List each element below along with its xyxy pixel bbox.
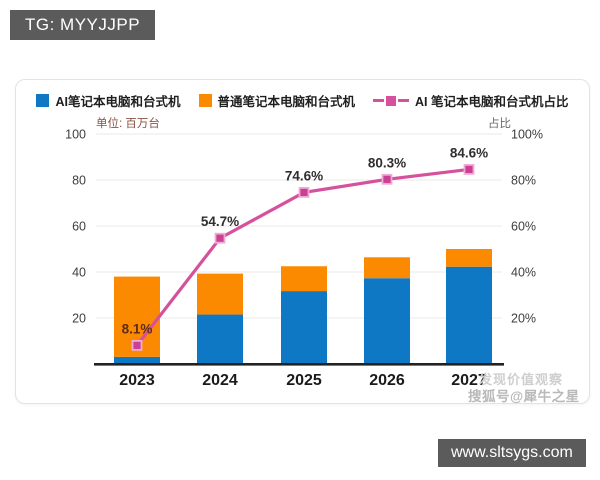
legend-swatch-regular-pc-icon [198,94,212,107]
line-marker [131,339,143,351]
watermark-line1: 发现价值观察 [479,372,564,387]
site-url-box: www.sltsygs.com [438,439,586,467]
data-label: 84.6% [450,145,488,160]
bar-regular-pc [446,249,492,267]
left-axis-tick: 80 [72,174,86,188]
left-axis-tick: 100 [65,128,86,142]
data-label: 8.1% [122,321,153,336]
right-axis-tick: 40% [511,266,536,280]
x-axis-label: 2026 [369,372,405,389]
legend-label-ai-pc: AI笔记本电脑和台式机 [55,95,181,109]
x-axis-label: 2023 [119,372,155,389]
line-marker [381,173,393,185]
legend-label-regular-pc: 普通笔记本电脑和台式机 [217,95,356,109]
x-axis-label: 2024 [202,372,238,389]
bar-ai-pc [114,356,160,364]
chart-card: AI笔记本电脑和台式机 普通笔记本电脑和台式机 AI 笔记本电脑和台式机占比 单… [15,79,590,404]
bar-ai-pc [446,266,492,364]
legend-swatch-ai-pc-icon [36,94,50,107]
legend-item-ai-pc: AI笔记本电脑和台式机 [36,91,181,110]
data-label: 80.3% [368,155,406,170]
line-marker [463,164,475,175]
legend-line-marker-icon [373,95,410,106]
line-marker [214,232,226,244]
legend-line-square-icon [386,95,397,106]
right-axis-tick: 20% [511,312,536,326]
chart-legend: AI笔记本电脑和台式机 普通笔记本电脑和台式机 AI 笔记本电脑和台式机占比 [16,91,589,110]
watermark-line2: 搜狐号@犀牛之星 [468,389,580,404]
data-label: 54.7% [201,214,239,229]
legend-item-regular-pc: 普通笔记本电脑和台式机 [198,91,356,110]
line-marker [298,187,310,198]
telegram-tag-box: TG: MYYJJPP [10,10,156,40]
left-axis-tick: 40 [72,266,86,280]
left-axis-tick: 20 [72,312,86,326]
left-axis-tick: 60 [72,220,86,234]
right-axis-title: 占比 [488,118,511,130]
data-label: 74.6% [285,168,323,183]
x-axis-line [94,363,504,366]
legend-item-ai-share: AI 笔记本电脑和台式机占比 [373,91,569,110]
x-axis-label: 2025 [286,372,322,389]
left-axis-title: 单位: 百万台 [96,118,160,130]
x-axis-label: 2027 [451,372,487,389]
right-axis-tick: 80% [511,174,536,188]
telegram-tag-label: TG: MYYJJPP [25,15,141,34]
combo-chart-plot: 100 100% 80 80% 60 60% 40 40% 20 20% 2023 2024 2025 2… [65,128,543,390]
bar-ai-pc [281,291,327,364]
right-axis-tick: 100% [511,128,543,142]
bar-regular-pc [197,273,243,315]
legend-line-dash-icon [373,99,385,102]
legend-line-dash-icon [398,99,410,102]
bar-regular-pc [364,257,410,279]
bar-ai-pc [197,314,243,364]
legend-label-ai-share: AI 笔记本电脑和台式机占比 [415,95,569,109]
site-url-label: www.sltsygs.com [451,444,573,461]
bar-regular-pc [281,266,327,292]
bar-ai-pc [364,278,410,364]
right-axis-tick: 60% [511,220,536,234]
